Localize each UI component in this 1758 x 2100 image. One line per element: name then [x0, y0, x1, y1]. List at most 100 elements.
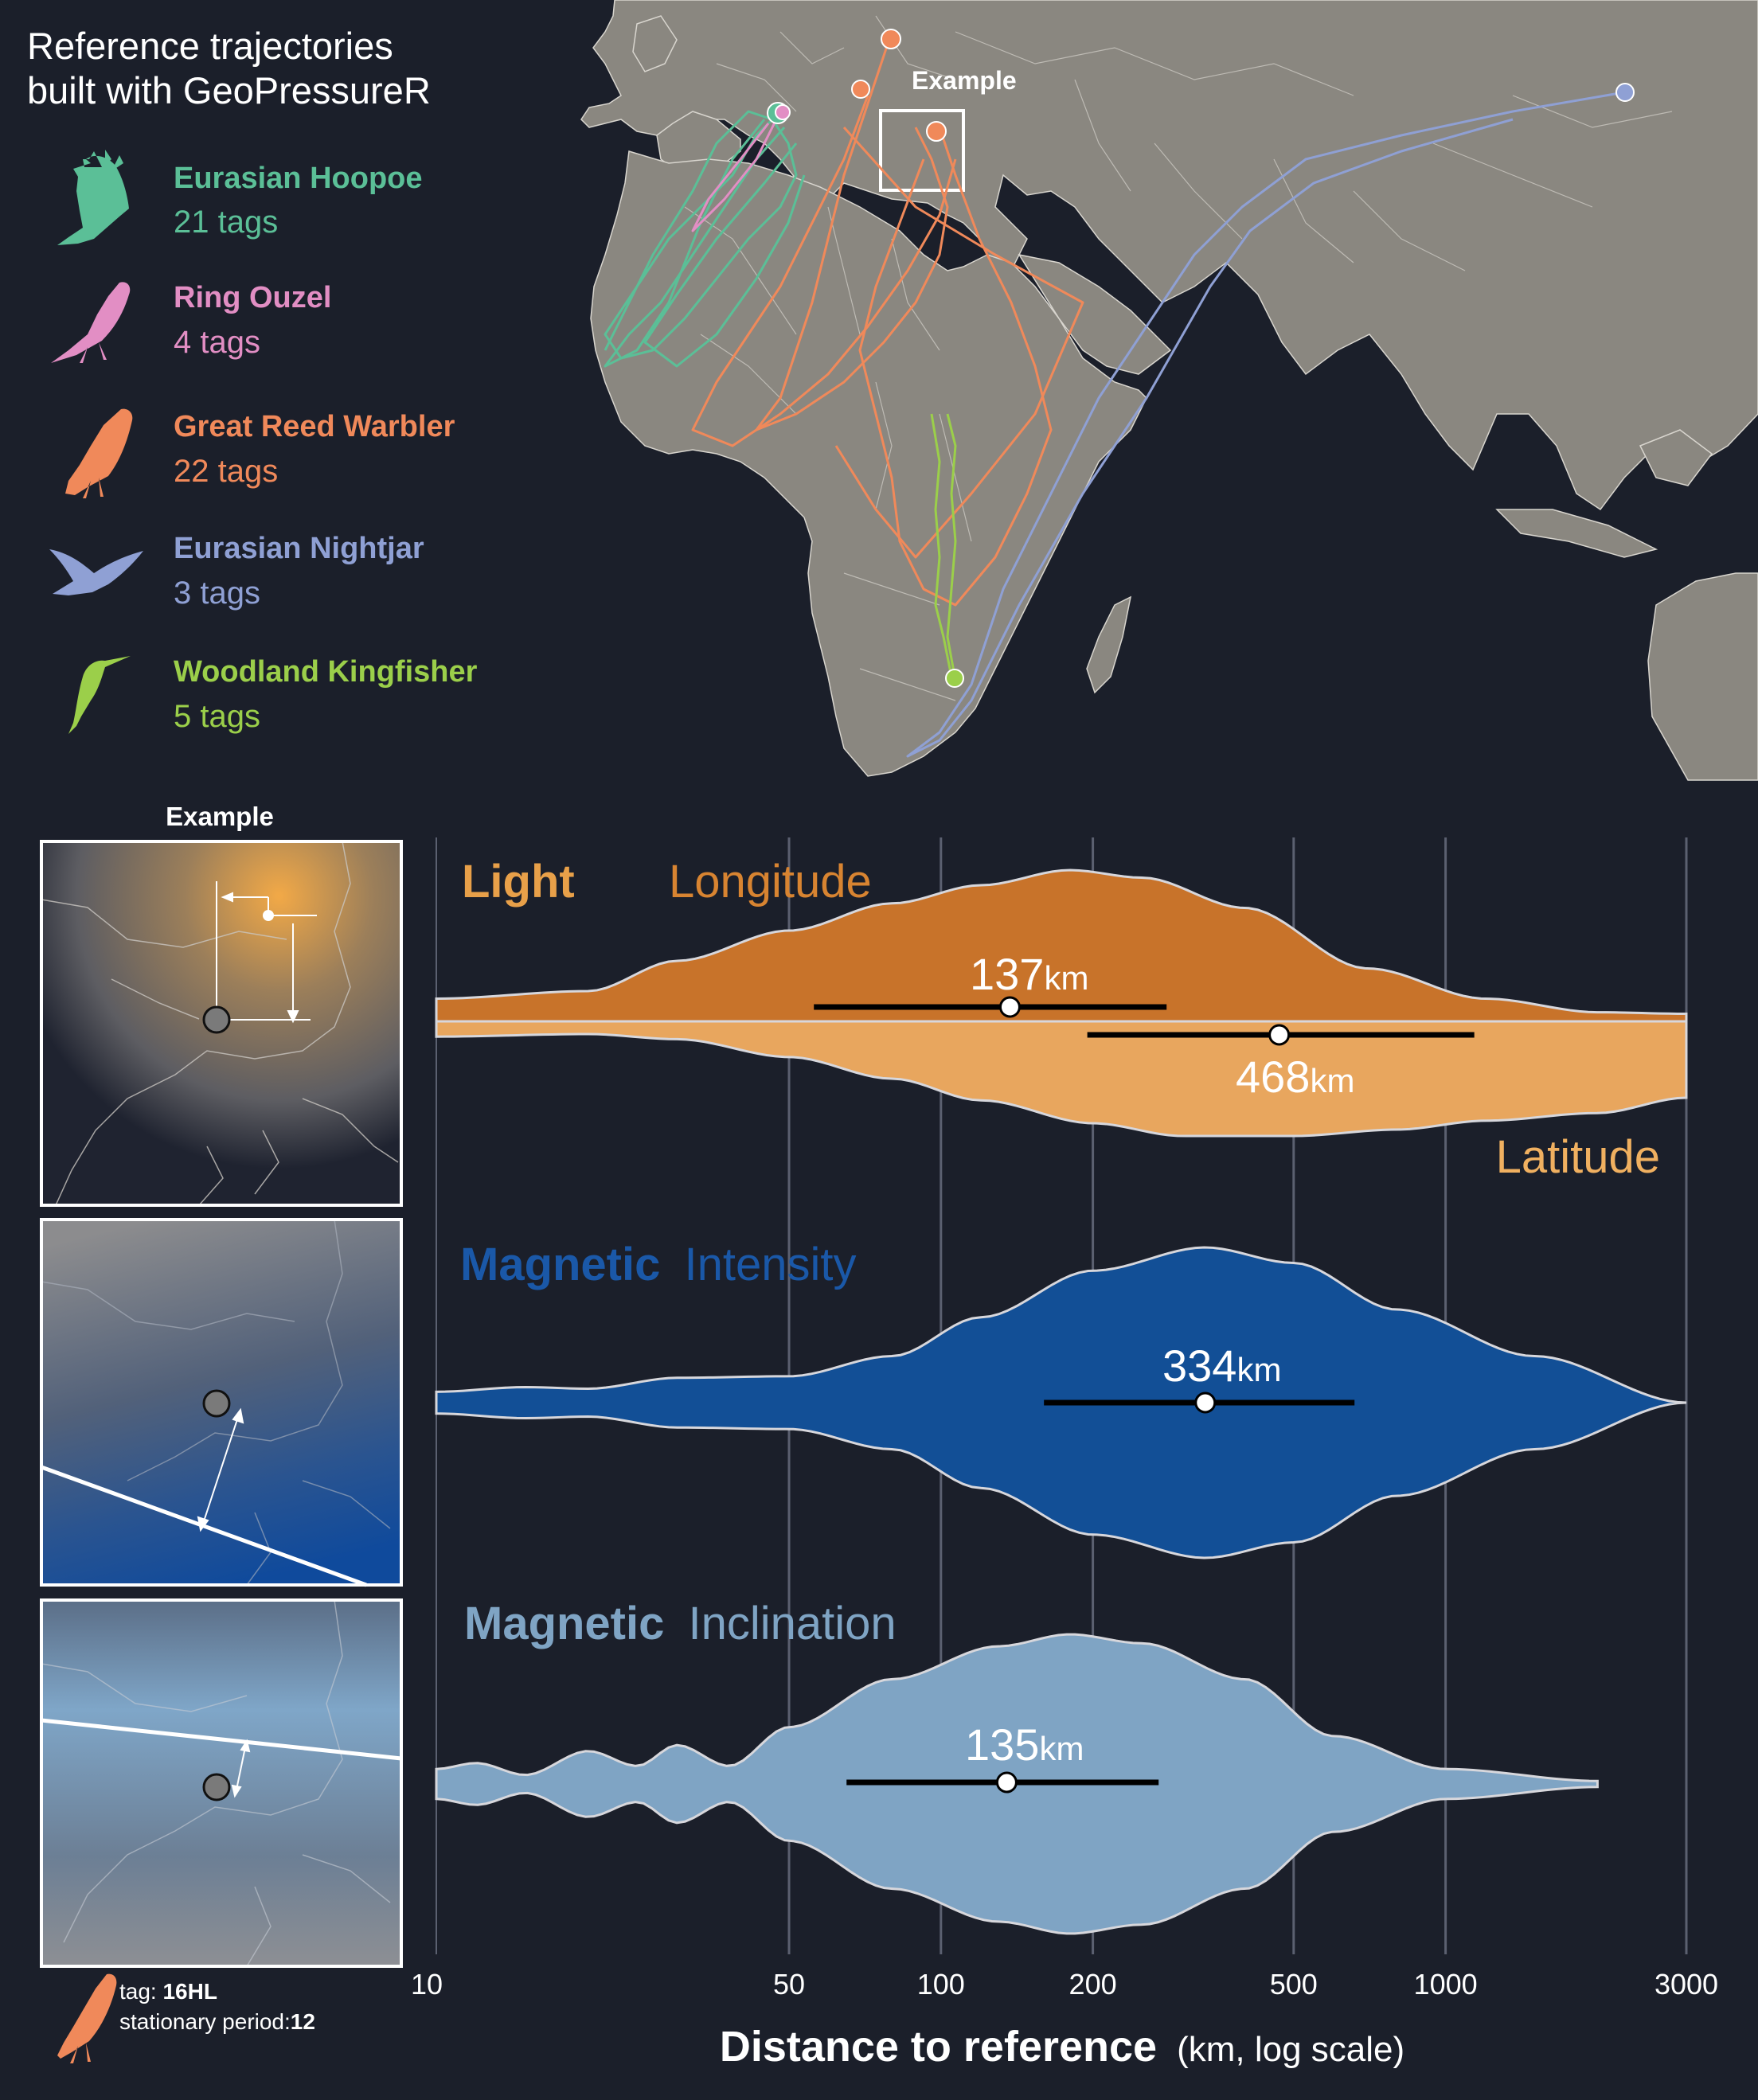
- legend-tag-count: 3 tags: [174, 576, 260, 611]
- hoopoe-silhouette-icon: [57, 150, 129, 245]
- trajectory-endpoints: [767, 29, 1635, 688]
- x-axis-ticks: 10 50 100 200 500 1000 3000: [411, 1968, 1718, 2000]
- legend-item-ring-ouzel: Ring Ouzel 4 tags: [51, 281, 331, 363]
- x-axis-title-rest: (km, log scale): [1177, 2030, 1404, 2069]
- series-title-bold: Light: [462, 856, 575, 908]
- footer-warbler-icon: [57, 1973, 117, 2063]
- x-tick-label: 10: [411, 1968, 443, 2000]
- ouzel-breeding-site: [775, 104, 791, 120]
- map-landmass-arabia: [1018, 253, 1172, 375]
- series-title-bold: Magnetic: [460, 1239, 660, 1290]
- legend-species-name: Eurasian Nightjar: [174, 532, 424, 565]
- trajectory-warbler-4: [834, 126, 1084, 559]
- nightjar-breeding-site: [1615, 83, 1635, 102]
- warbler-breeding-site: [851, 80, 870, 99]
- violin-longitude: [435, 868, 1688, 1023]
- map-example-label: Example: [912, 66, 1017, 95]
- panel-coastline: [41, 1220, 391, 1585]
- x-axis-title-bold: Distance to reference: [720, 2023, 1157, 2071]
- legend-tag-count: 22 tags: [174, 454, 278, 489]
- footer-tag-value: 16HL: [162, 1979, 217, 2004]
- median-unit: km: [1310, 1062, 1354, 1099]
- median-unit: km: [1039, 1730, 1084, 1767]
- map-country-borders: [684, 15, 1673, 701]
- panel-isoline: [41, 1718, 402, 1761]
- series-title-light: Light: [462, 856, 575, 908]
- median-unit: km: [1236, 1351, 1281, 1388]
- series-title-name: Intensity: [685, 1239, 857, 1290]
- warbler-breeding-site: [881, 29, 901, 49]
- median-value: 137: [970, 949, 1044, 999]
- species-legend: Eurasian Hoopoe 21 tags Ring Ouzel 4 tag…: [49, 150, 478, 734]
- violin-latitude: [435, 1020, 1688, 1138]
- legend-tag-count: 21 tags: [174, 205, 278, 240]
- x-axis-title: Distance to reference (km, log scale): [720, 2023, 1404, 2071]
- title-line-2: built with GeoPressureR: [27, 69, 431, 111]
- warbler-silhouette-icon: [65, 408, 133, 498]
- median-value: 334: [1162, 1341, 1236, 1391]
- median-unit: km: [1044, 959, 1088, 997]
- series-title-bold: Magnetic: [464, 1598, 664, 1649]
- legend-species-name: Eurasian Hoopoe: [174, 162, 423, 195]
- map-landmass-africa: [590, 150, 1147, 777]
- footer-tag-label: tag:: [119, 1979, 163, 2004]
- map-landmass-seasia-islands: [1495, 509, 1658, 558]
- trajectory-hoopoe-3: [643, 142, 806, 368]
- legend-species-name: Woodland Kingfisher: [174, 655, 478, 689]
- median-point: [998, 996, 1021, 1018]
- legend-species-name: Ring Ouzel: [174, 281, 331, 314]
- median-point: [995, 1771, 1018, 1794]
- median-label-inclination: 135km: [965, 1719, 1084, 1770]
- trajectory-hoopoe-2: [604, 119, 786, 368]
- example-panel-inclination: [40, 1598, 403, 1968]
- world-map: Example: [580, 0, 1758, 781]
- trajectory-hoopoe: [604, 110, 798, 360]
- legend-item-hoopoe: Eurasian Hoopoe 21 tags: [57, 150, 423, 245]
- series-title-inclination: Magnetic Inclination: [464, 1598, 897, 1649]
- median-value: 468: [1236, 1052, 1310, 1102]
- series-title-intensity: Magnetic Intensity: [460, 1239, 857, 1290]
- map-landmass-iberia: [656, 111, 741, 172]
- legend-item-kingfisher: Woodland Kingfisher 5 tags: [68, 655, 478, 734]
- x-tick-label: 500: [1270, 1968, 1318, 2000]
- example-panel-label: Example: [166, 802, 274, 831]
- title-line-1: Reference trajectories: [27, 25, 393, 67]
- legend-species-name: Great Reed Warbler: [174, 410, 455, 443]
- map-landmass-australia: [1647, 572, 1758, 781]
- kingfisher-silhouette-icon: [68, 656, 131, 734]
- median-label-intensity: 334km: [1162, 1341, 1281, 1391]
- x-tick-label: 3000: [1654, 1968, 1718, 2000]
- map-landmass-uk: [632, 15, 678, 72]
- footer-period-label: stationary period:: [119, 2009, 291, 2034]
- map-landmass-madagascar: [1086, 595, 1132, 694]
- x-tick-label: 100: [917, 1968, 965, 2000]
- warbler-example-site: [926, 121, 947, 142]
- legend-tag-count: 4 tags: [174, 325, 260, 360]
- map-example-box: [879, 109, 965, 192]
- median-value: 135: [965, 1719, 1039, 1770]
- legend-tag-count: 5 tags: [174, 699, 260, 734]
- x-tick-label: 1000: [1414, 1968, 1478, 2000]
- kingfisher-breeding-site: [945, 669, 964, 688]
- panel-reference-point: [202, 1005, 231, 1034]
- series-name-longitude: Longitude: [669, 856, 872, 908]
- x-tick-label: 50: [773, 1968, 805, 2000]
- example-panel-light: [40, 840, 403, 1207]
- panel-reference-point: [202, 1773, 231, 1801]
- footer-tag-info: tag: 16HL stationary period:12: [119, 1977, 315, 2037]
- panel-light-arrows: [216, 881, 317, 1024]
- trajectory-ouzel: [691, 111, 782, 232]
- trajectory-nightjar: [906, 91, 1625, 758]
- median-point: [1194, 1392, 1217, 1414]
- ring-ouzel-silhouette-icon: [51, 282, 131, 363]
- median-label-longitude: 137km: [970, 949, 1088, 999]
- panel-coastline: [41, 1600, 391, 1966]
- nightjar-silhouette-icon: [49, 549, 143, 595]
- chart-intervals: [814, 996, 1475, 1794]
- series-title-name: Inclination: [689, 1598, 897, 1649]
- figure-title: Reference trajectories built with GeoPre…: [27, 24, 431, 113]
- median-point: [1268, 1024, 1291, 1046]
- x-tick-label: 200: [1069, 1968, 1117, 2000]
- footer-period-value: 12: [290, 2009, 315, 2034]
- panel-coastline: [41, 841, 399, 1205]
